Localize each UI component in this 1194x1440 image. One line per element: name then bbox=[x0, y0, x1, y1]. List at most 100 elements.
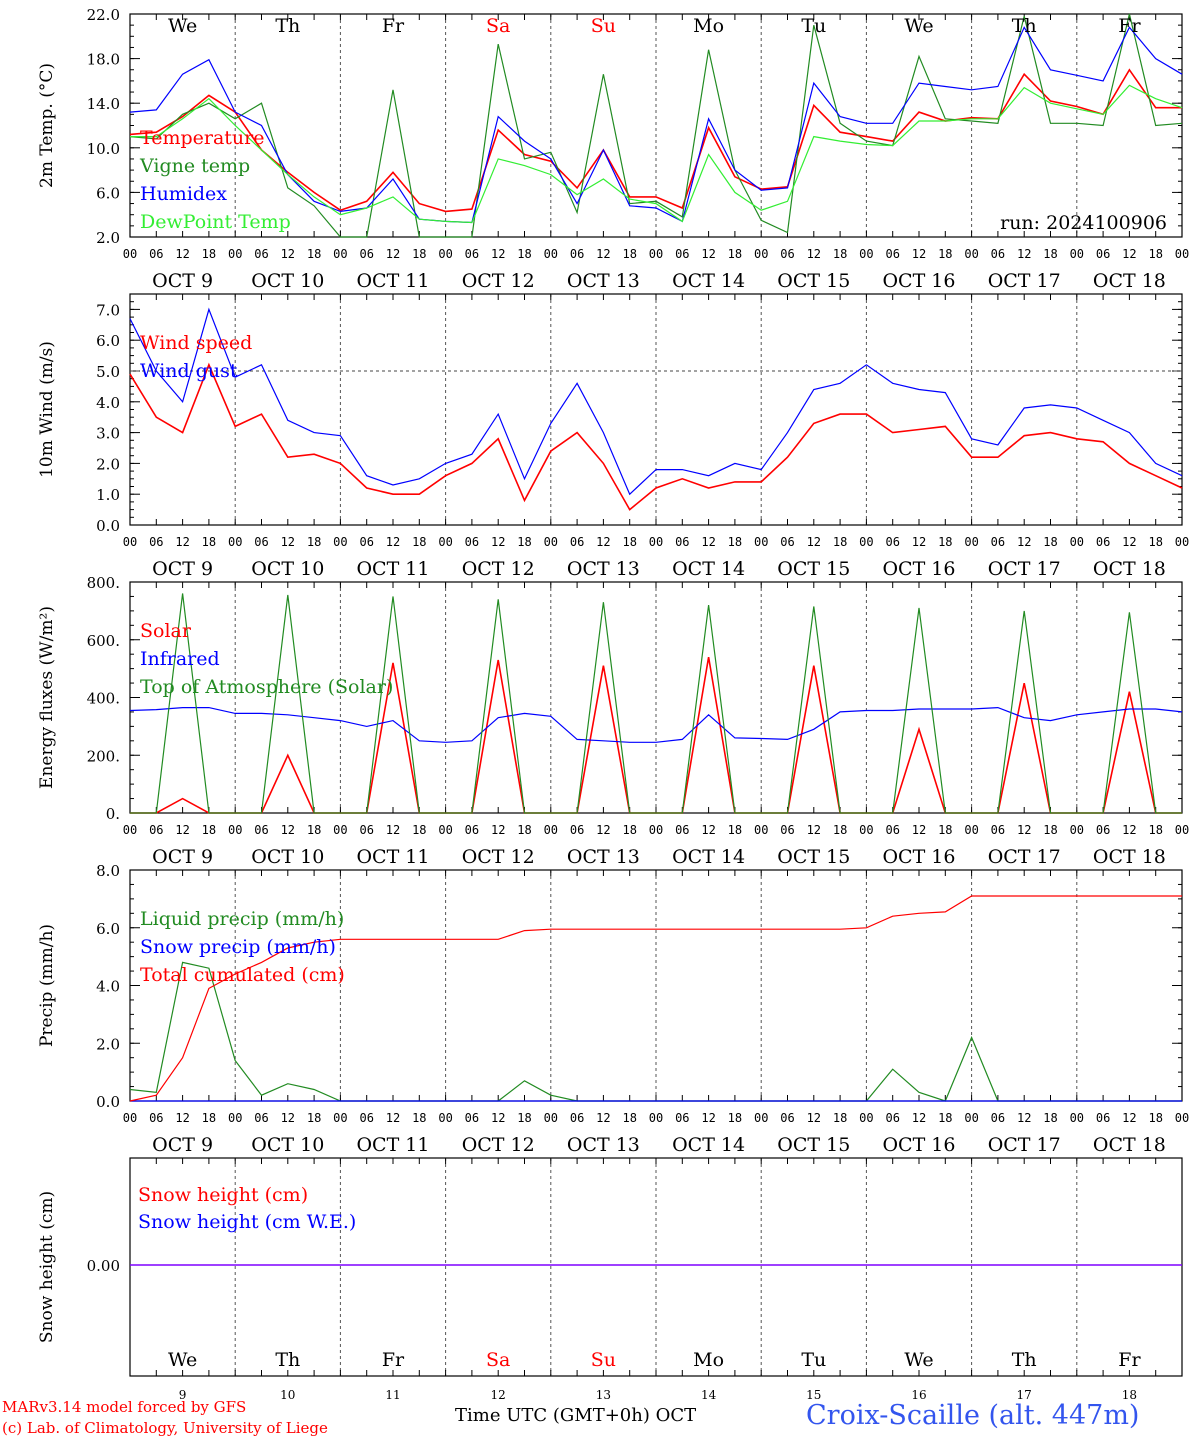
hour-label: 06 bbox=[1096, 247, 1110, 261]
hour-label: 06 bbox=[1096, 1111, 1110, 1125]
run-label: run: 2024100906 bbox=[1000, 212, 1167, 234]
y-tick-label: 14.0 bbox=[87, 95, 120, 113]
hour-label: 12 bbox=[386, 535, 400, 549]
hour-label: 12 bbox=[912, 1111, 926, 1125]
month-label: OCT bbox=[655, 1405, 697, 1426]
hour-label: 06 bbox=[465, 535, 479, 549]
hour-label: 18 bbox=[307, 247, 321, 261]
hour-label: 06 bbox=[149, 247, 163, 261]
hour-label: 12 bbox=[701, 823, 715, 837]
y-tick-label: 2.0 bbox=[96, 455, 120, 473]
y-tick-label: 0.0 bbox=[96, 517, 120, 535]
y-tick-label: 400. bbox=[87, 690, 120, 708]
y-tick-label: 2.0 bbox=[96, 1035, 120, 1053]
hour-label: 06 bbox=[675, 535, 689, 549]
hour-label: 06 bbox=[885, 1111, 899, 1125]
legend-wind-speed: Wind speed bbox=[140, 332, 252, 354]
hour-label: 00 bbox=[228, 247, 242, 261]
legend-snow-precip-mm-h-: Snow precip (mm/h) bbox=[140, 936, 336, 958]
hour-label: 06 bbox=[780, 823, 794, 837]
hour-label: 06 bbox=[359, 247, 373, 261]
hour-label: 00 bbox=[754, 247, 768, 261]
hour-label: 18 bbox=[1148, 535, 1162, 549]
hour-label: 12 bbox=[1122, 535, 1136, 549]
y-tick-label: 3.0 bbox=[96, 425, 120, 443]
hour-label: 00 bbox=[859, 535, 873, 549]
date-label: OCT 12 bbox=[462, 1134, 535, 1156]
y-tick-label: 0. bbox=[106, 805, 120, 823]
hour-label: 12 bbox=[175, 823, 189, 837]
date-label: OCT 11 bbox=[356, 1134, 429, 1156]
hour-label: 12 bbox=[807, 823, 821, 837]
hour-label: 18 bbox=[833, 1111, 847, 1125]
hour-label: 18 bbox=[938, 823, 952, 837]
hour-label: 06 bbox=[254, 823, 268, 837]
hour-label: 06 bbox=[1096, 535, 1110, 549]
hour-label: 18 bbox=[622, 1111, 636, 1125]
hour-label: 18 bbox=[517, 823, 531, 837]
hour-label: 18 bbox=[1148, 1111, 1162, 1125]
hour-label: 06 bbox=[149, 823, 163, 837]
hour-label: 18 bbox=[307, 535, 321, 549]
hour-label: 12 bbox=[596, 1111, 610, 1125]
hour-label: 18 bbox=[517, 535, 531, 549]
date-label: OCT 13 bbox=[567, 846, 640, 868]
hour-label: 18 bbox=[412, 535, 426, 549]
day-number: 9 bbox=[179, 1388, 187, 1402]
y-axis-label: 10m Wind (m/s) bbox=[37, 341, 57, 478]
y-tick-label: 18.0 bbox=[87, 51, 120, 69]
series-line-vigne-temp bbox=[129, 13, 1183, 238]
hour-label: 00 bbox=[754, 535, 768, 549]
hour-label: 00 bbox=[1070, 247, 1084, 261]
hour-label: 12 bbox=[175, 535, 189, 549]
hour-label: 12 bbox=[281, 1111, 295, 1125]
hour-label: 12 bbox=[1122, 823, 1136, 837]
date-label: OCT 15 bbox=[777, 558, 850, 580]
hour-label: 00 bbox=[333, 247, 347, 261]
series-line-wind-speed bbox=[129, 362, 1183, 511]
date-label: OCT 16 bbox=[882, 846, 955, 868]
date-label: OCT 12 bbox=[462, 270, 535, 292]
hour-label: 00 bbox=[438, 535, 452, 549]
hour-label: 12 bbox=[701, 1111, 715, 1125]
hour-label: 12 bbox=[912, 247, 926, 261]
hour-label: 18 bbox=[1043, 535, 1057, 549]
hour-label: 00 bbox=[333, 823, 347, 837]
series-line-infrared bbox=[129, 706, 1183, 743]
hour-label: 18 bbox=[833, 823, 847, 837]
hour-label: 06 bbox=[465, 247, 479, 261]
hour-label: 00 bbox=[438, 823, 452, 837]
legend-top-of-atmosphere-solar-: Top of Atmosphere (Solar) bbox=[140, 676, 393, 698]
hour-label: 06 bbox=[885, 247, 899, 261]
day-name-top: Su bbox=[591, 15, 616, 37]
hour-label: 00 bbox=[228, 1111, 242, 1125]
y-axis-label: 2m Temp. (°C) bbox=[37, 63, 57, 188]
series-line-top-of-atmosphere-solar- bbox=[130, 593, 1182, 814]
hour-label: 18 bbox=[728, 823, 742, 837]
y-axis-label: Precip (mm/h) bbox=[37, 924, 57, 1047]
hour-label: 06 bbox=[254, 1111, 268, 1125]
hour-label: 00 bbox=[859, 1111, 873, 1125]
hour-label: 18 bbox=[1148, 247, 1162, 261]
hour-label: 06 bbox=[780, 247, 794, 261]
date-label: OCT 16 bbox=[882, 270, 955, 292]
hour-label: 06 bbox=[991, 247, 1005, 261]
hour-label: 00 bbox=[333, 1111, 347, 1125]
hour-label: 18 bbox=[622, 247, 636, 261]
day-name-top: We bbox=[904, 15, 933, 37]
hour-label: 12 bbox=[807, 247, 821, 261]
y-tick-label: 7.0 bbox=[96, 301, 120, 319]
date-label: OCT 16 bbox=[882, 1134, 955, 1156]
hour-label: 00 bbox=[964, 247, 978, 261]
date-label: OCT 15 bbox=[777, 846, 850, 868]
hour-label: 18 bbox=[833, 535, 847, 549]
hour-label: 12 bbox=[491, 535, 505, 549]
hour-label: 18 bbox=[622, 535, 636, 549]
hour-label: 06 bbox=[991, 535, 1005, 549]
date-label: OCT 13 bbox=[567, 558, 640, 580]
hour-label: 18 bbox=[728, 1111, 742, 1125]
hour-label: 06 bbox=[570, 823, 584, 837]
hour-label: 06 bbox=[149, 535, 163, 549]
day-name-bottom: Fr bbox=[1118, 1349, 1141, 1371]
hour-label: 00 bbox=[333, 535, 347, 549]
